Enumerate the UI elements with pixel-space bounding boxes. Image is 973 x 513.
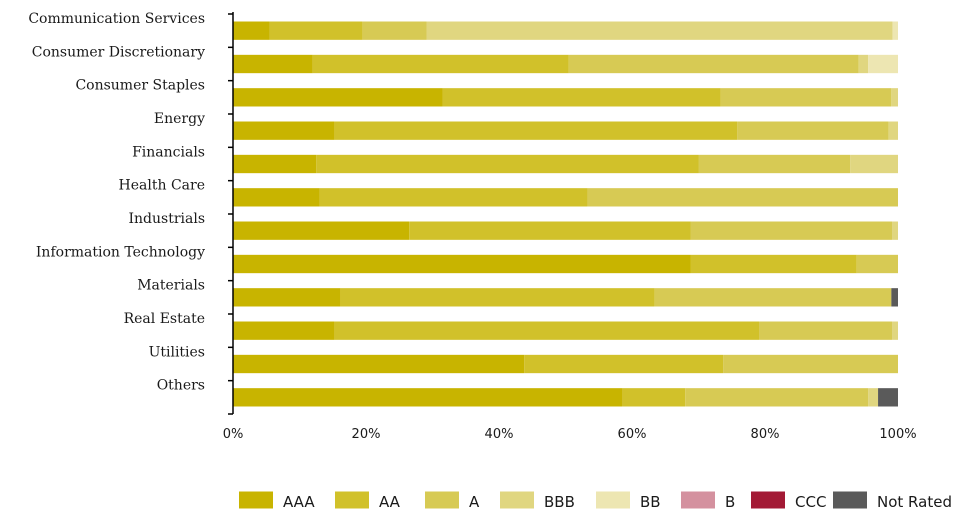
legend-swatch [425, 491, 459, 509]
bar-segment [233, 321, 335, 340]
legend-label: Not Rated [877, 493, 952, 511]
bar-segment [654, 288, 892, 307]
bar-segment [690, 254, 857, 274]
category-label: Utilities [149, 344, 205, 360]
bar-segment [737, 121, 889, 140]
legend-label: B [725, 493, 735, 511]
bar-segment [442, 88, 721, 107]
bar-segment [319, 188, 588, 207]
x-tick-label: 40% [485, 427, 514, 442]
bar-segment [233, 288, 341, 307]
bar-segment [888, 121, 898, 140]
bar-segment [856, 254, 898, 274]
category-label: Real Estate [124, 311, 205, 327]
category-label: Consumer Staples [75, 78, 205, 94]
x-tick-label: 100% [879, 427, 916, 442]
category-label: Energy [154, 111, 205, 127]
bar-segment [587, 188, 898, 207]
x-tick-label: 20% [352, 427, 381, 442]
legend: AAA AA A BBB BB B CCC Not Rated [239, 491, 952, 511]
legend-item: AAA [239, 491, 315, 511]
bar-segment [334, 321, 760, 340]
bar-segment [233, 54, 313, 74]
bar-segment [233, 188, 320, 207]
bar-segment [685, 388, 869, 407]
legend-swatch [596, 491, 630, 509]
category-label: Information Technology [36, 244, 205, 260]
bar-segment [878, 388, 898, 407]
legend-item: BB [596, 491, 661, 511]
legend-swatch [500, 491, 534, 509]
category-label: Financials [132, 144, 205, 160]
legend-item: A [425, 491, 480, 511]
legend-item: BBB [500, 491, 575, 511]
legend-label: BB [640, 493, 661, 511]
labels-layer: Communication Services Consumer Discretio… [28, 11, 916, 442]
x-tick-label: 0% [223, 427, 244, 442]
category-label: Health Care [119, 178, 205, 194]
bar-segment [892, 221, 898, 240]
bar-segment [850, 154, 898, 174]
legend-label: BBB [544, 493, 575, 511]
legend-item: CCC [751, 491, 826, 511]
legend-label: AAA [283, 493, 315, 511]
bar-segment [868, 388, 879, 407]
bar-segment [233, 354, 525, 374]
bar-segment [233, 88, 443, 107]
legend-label: CCC [795, 493, 826, 511]
bar-segment [233, 221, 410, 240]
bar-segment [759, 321, 893, 340]
bar-segment [892, 21, 898, 40]
bar-segment [409, 221, 691, 240]
bar-segment [233, 154, 317, 174]
bar-segment [233, 388, 623, 407]
category-label: Industrials [128, 211, 205, 227]
legend-item: Not Rated [833, 491, 952, 511]
category-label: Materials [137, 278, 205, 294]
legend-label: A [469, 493, 480, 511]
bar-segment [868, 54, 898, 74]
bar-segment [340, 288, 655, 307]
legend-label: AA [379, 493, 401, 511]
bar-segment [233, 254, 691, 274]
axes-layer [228, 12, 234, 415]
bar-segment [723, 354, 898, 374]
bar-segment [568, 54, 859, 74]
bar-segment [690, 221, 893, 240]
bar-segment [622, 388, 686, 407]
legend-item: AA [335, 491, 401, 511]
bar-segment [858, 54, 869, 74]
bar-segment [426, 21, 893, 40]
category-label: Others [157, 378, 205, 394]
legend-item: B [681, 491, 735, 511]
bar-segment [720, 88, 892, 107]
bar-segment [524, 354, 724, 374]
legend-swatch [751, 491, 785, 509]
legend-swatch [239, 491, 273, 509]
bar-segment [334, 121, 738, 140]
bar-segment [233, 121, 335, 140]
category-label: Communication Services [28, 11, 205, 27]
bar-segment [891, 288, 898, 307]
bar-segment [316, 154, 699, 174]
x-tick-label: 80% [751, 427, 780, 442]
bar-segment [233, 21, 270, 40]
bar-segment [698, 154, 851, 174]
bar-segment [891, 88, 898, 107]
category-label: Consumer Discretionary [32, 44, 205, 60]
bar-segment [269, 21, 363, 40]
x-tick-label: 60% [618, 427, 647, 442]
bar-segment [892, 321, 898, 340]
legend-swatch [681, 491, 715, 509]
legend-swatch [335, 491, 369, 509]
legend-swatch [833, 491, 867, 509]
bar-segment [312, 54, 569, 74]
bars-layer [233, 21, 898, 407]
bar-segment [362, 21, 427, 40]
